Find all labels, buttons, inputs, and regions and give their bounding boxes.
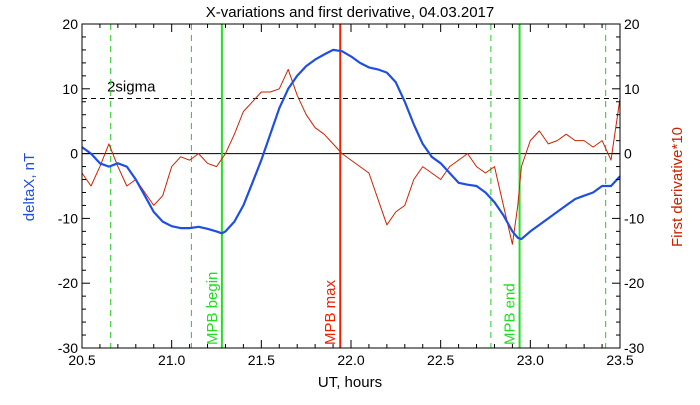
- x-tick-label: 21.0: [158, 352, 185, 368]
- series-deltaX: [81, 48, 621, 241]
- y-tick-label-left: 0: [70, 146, 78, 162]
- x-tick-label: 22.5: [427, 352, 454, 368]
- y-tick-label-right: 10: [624, 81, 640, 97]
- x-tick-label: 22.0: [337, 352, 364, 368]
- y-axis-label-right: First derivative*10: [669, 127, 686, 247]
- y-tick-label-left: 10: [62, 81, 78, 97]
- x-tick-label: 21.5: [248, 352, 275, 368]
- vertical-label-mpb-max: MPB max: [322, 279, 339, 345]
- plot-frame: [81, 23, 621, 349]
- vertical-label-mpb-begin: MPB begin: [204, 272, 221, 345]
- y-tick-label-right: 0: [624, 146, 632, 162]
- y-tick-label-left: -10: [58, 210, 78, 226]
- y-tick-label-left: -20: [58, 275, 78, 291]
- y-tick-label-right: -20: [624, 275, 644, 291]
- vertical-label-mpb-end: MPB end: [502, 283, 519, 345]
- y-tick-label-right: -10: [624, 210, 644, 226]
- x-tick-label: 23.0: [517, 352, 544, 368]
- y-axis-label-left: deltaX, nT: [21, 153, 38, 221]
- y-tick-label-left: 20: [62, 16, 78, 32]
- y-tick-label-left: -30: [58, 340, 78, 356]
- threshold-label: 2sigma: [107, 79, 156, 96]
- plot-layer: 2sigma MPB begin MPB max MPB end 20.5 21.0 21.…: [58, 16, 645, 368]
- x-tick-label: 23.5: [606, 352, 633, 368]
- series-derivative: [81, 68, 621, 245]
- y-tick-label-right: 20: [624, 16, 640, 32]
- y-tick-label-right: -30: [624, 340, 644, 356]
- x-tick-label: 20.5: [68, 352, 95, 368]
- chart-title: X-variations and first derivative, 04.03…: [206, 4, 495, 21]
- x-axis-label: UT, hours: [318, 374, 382, 391]
